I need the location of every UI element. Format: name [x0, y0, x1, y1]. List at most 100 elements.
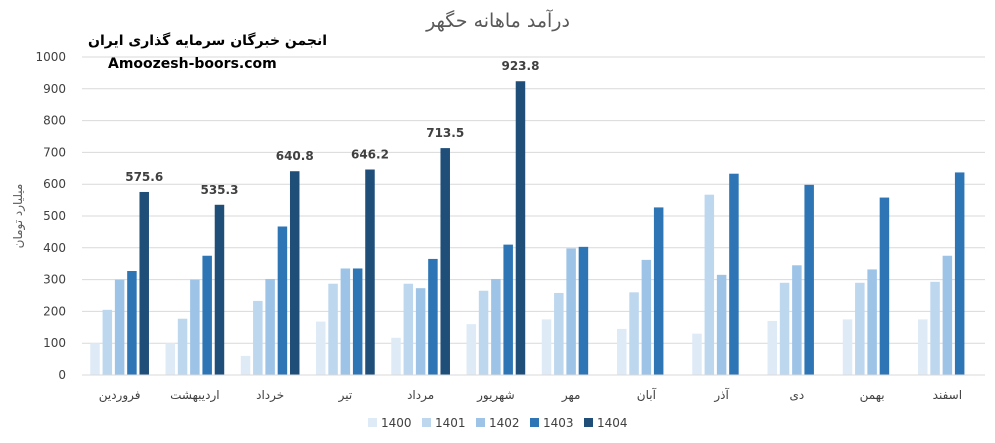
bars — [90, 81, 965, 375]
bar-1401-8 — [629, 292, 639, 375]
y-tick-label: 200 — [43, 304, 66, 318]
bar-1400-7 — [541, 319, 552, 375]
bar-1402-8 — [641, 259, 652, 375]
bar-1402-1 — [114, 279, 125, 375]
x-category-label: مهر — [561, 388, 581, 403]
bar-1401-11 — [855, 282, 865, 375]
bar-1403-1 — [127, 271, 137, 375]
bar-1402-3 — [265, 278, 275, 375]
bar-1400-9 — [692, 333, 702, 375]
data-label: 646.2 — [351, 148, 389, 162]
bar-1404-2 — [214, 204, 225, 375]
bar-1404-6 — [515, 81, 526, 375]
bar-1402-7 — [566, 248, 576, 375]
data-label: 535.3 — [200, 183, 238, 197]
legend: 1400 1401 1402 1403 1404 — [368, 416, 628, 430]
bar-1400-2 — [165, 343, 176, 375]
x-category-label: دی — [790, 388, 805, 402]
bar-1403-3 — [277, 226, 288, 375]
x-category-label: تیر — [338, 388, 353, 403]
bar-1400-10 — [767, 320, 778, 375]
bar-1400-12 — [918, 319, 928, 375]
bar-1401-7 — [554, 292, 564, 375]
bar-1402-10 — [792, 265, 802, 375]
bar-1402-12 — [942, 255, 953, 375]
gridlines — [82, 56, 985, 344]
watermark-site: Amoozesh-boors.com — [108, 56, 277, 72]
bar-1403-4 — [352, 268, 363, 375]
data-labels: 575.6 535.3 640.8 646.2 713.5 923.8 — [125, 59, 539, 197]
y-axis-label: میلیارد تومان — [11, 184, 26, 249]
watermark-persian: انجمن خبرگان سرمایه گذاری ایران — [88, 33, 328, 49]
bar-1401-5 — [403, 283, 414, 375]
data-label: 713.5 — [426, 126, 464, 140]
y-tick-label: 0 — [58, 368, 66, 382]
x-axis-categories: فروردین اردیبهشت خرداد تیر مرداد شهریور مهر آبا… — [99, 387, 962, 403]
x-category-label: بهمن — [860, 388, 885, 403]
x-category-label: آذر — [713, 387, 729, 403]
x-category-label: خرداد — [256, 388, 284, 403]
y-tick-label: 400 — [43, 241, 66, 255]
x-category-label: مرداد — [407, 388, 434, 403]
legend-swatch-1400 — [368, 418, 377, 427]
y-tick-label: 900 — [43, 82, 66, 96]
data-label: 923.8 — [501, 59, 539, 73]
y-tick-label: 800 — [43, 114, 66, 128]
bar-1402-9 — [716, 274, 727, 375]
legend-swatch-1404 — [584, 418, 593, 427]
bar-1400-3 — [240, 355, 251, 375]
y-tick-label: 300 — [43, 273, 66, 287]
legend-label: 1401 — [435, 416, 466, 430]
bar-1401-1 — [102, 309, 113, 375]
bar-1403-6 — [503, 244, 513, 375]
legend-label: 1400 — [381, 416, 412, 430]
legend-swatch-1403 — [530, 418, 539, 427]
bar-1400-4 — [316, 321, 326, 375]
legend-swatch-1401 — [422, 418, 431, 427]
bar-1403-8 — [653, 207, 664, 375]
bar-1401-6 — [478, 290, 489, 375]
x-category-label: اردیبهشت — [170, 388, 219, 403]
bar-1403-7 — [578, 246, 589, 375]
bar-1400-11 — [842, 319, 853, 375]
y-tick-label: 500 — [43, 209, 66, 223]
bar-1403-5 — [428, 258, 438, 375]
bar-1400-8 — [617, 328, 627, 375]
bar-1403-9 — [729, 173, 739, 375]
bar-1404-1 — [139, 191, 149, 375]
bar-1402-2 — [190, 279, 200, 375]
y-tick-label: 100 — [43, 336, 66, 350]
bar-1401-10 — [779, 282, 790, 375]
bar-1403-10 — [804, 184, 814, 375]
bar-1401-12 — [930, 281, 940, 375]
y-tick-label: 700 — [43, 145, 66, 159]
y-axis-ticks: 0 100 200 300 400 500 600 700 800 900 1000 — [35, 50, 66, 382]
x-category-label: آبان — [637, 387, 657, 402]
bar-1401-3 — [253, 300, 263, 375]
bar-1400-6 — [466, 324, 477, 375]
y-tick-label: 600 — [43, 177, 66, 191]
chart-title: درآمد ماهانه حگهر — [425, 8, 570, 32]
bar-1402-11 — [867, 269, 877, 375]
bar-1402-5 — [415, 288, 426, 375]
bar-1400-5 — [391, 337, 401, 375]
legend-label: 1402 — [489, 416, 520, 430]
data-label: 575.6 — [125, 170, 163, 184]
bar-1401-2 — [177, 318, 188, 375]
bar-1401-9 — [704, 194, 715, 375]
bar-1403-11 — [879, 197, 890, 375]
x-category-label: اسفند — [933, 388, 962, 402]
bar-1403-12 — [954, 172, 965, 375]
x-category-label: شهریور — [476, 388, 515, 403]
bar-1402-6 — [491, 278, 501, 375]
bar-1404-4 — [365, 169, 375, 375]
bar-1400-1 — [90, 343, 100, 375]
legend-swatch-1402 — [476, 418, 485, 427]
data-label: 640.8 — [276, 149, 314, 163]
bar-1403-2 — [202, 255, 212, 375]
bar-1401-4 — [328, 283, 338, 375]
y-tick-label: 1000 — [35, 50, 66, 64]
bar-1404-5 — [440, 148, 450, 375]
bar-1402-4 — [340, 268, 351, 375]
